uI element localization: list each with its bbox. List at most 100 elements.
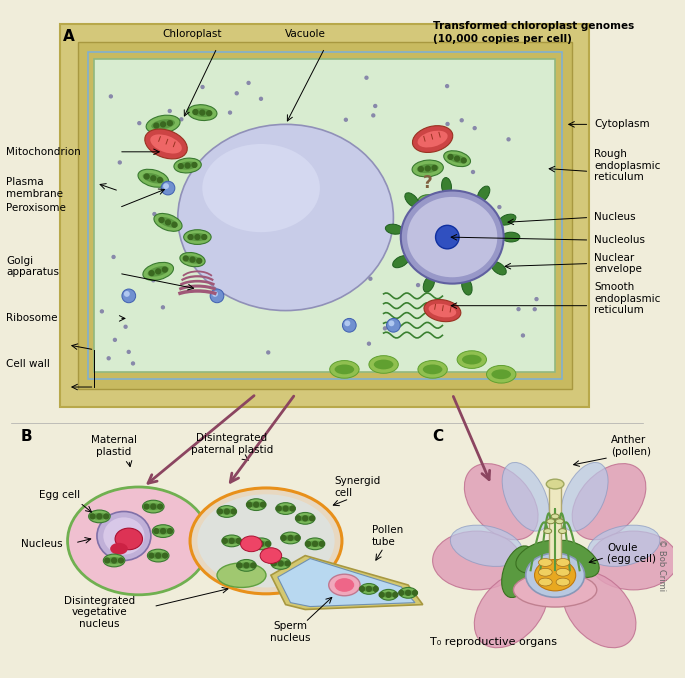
Ellipse shape	[589, 531, 677, 590]
Circle shape	[386, 593, 391, 597]
Ellipse shape	[547, 479, 564, 489]
Circle shape	[517, 308, 520, 311]
Ellipse shape	[444, 151, 471, 167]
Circle shape	[161, 122, 166, 127]
Circle shape	[446, 85, 449, 87]
Ellipse shape	[405, 193, 419, 207]
Ellipse shape	[68, 487, 210, 595]
Ellipse shape	[501, 546, 535, 597]
Ellipse shape	[423, 198, 443, 207]
Circle shape	[419, 167, 423, 172]
Circle shape	[119, 161, 121, 164]
Ellipse shape	[138, 170, 169, 187]
Ellipse shape	[220, 508, 234, 515]
Ellipse shape	[145, 129, 187, 159]
Circle shape	[149, 271, 154, 275]
Ellipse shape	[556, 578, 570, 586]
Circle shape	[283, 506, 288, 511]
Ellipse shape	[143, 262, 173, 281]
Ellipse shape	[538, 578, 552, 586]
Ellipse shape	[188, 104, 217, 121]
Circle shape	[437, 201, 442, 206]
Text: C: C	[433, 428, 444, 443]
Ellipse shape	[271, 557, 290, 570]
Circle shape	[253, 502, 259, 507]
Text: Sperm
nucleus: Sperm nucleus	[271, 621, 311, 643]
Ellipse shape	[251, 538, 271, 550]
Circle shape	[155, 269, 161, 274]
Circle shape	[428, 244, 431, 247]
Ellipse shape	[562, 572, 636, 647]
Ellipse shape	[217, 506, 236, 517]
Ellipse shape	[538, 568, 552, 576]
Ellipse shape	[88, 510, 110, 523]
Bar	[95, 59, 555, 372]
Ellipse shape	[399, 587, 417, 598]
Circle shape	[271, 561, 276, 566]
Circle shape	[266, 541, 271, 546]
Ellipse shape	[556, 559, 570, 566]
Text: Maternal
plastid: Maternal plastid	[91, 435, 137, 456]
Circle shape	[374, 104, 377, 107]
Circle shape	[303, 516, 308, 521]
Ellipse shape	[516, 540, 568, 574]
Circle shape	[430, 200, 435, 205]
Ellipse shape	[110, 543, 128, 555]
Ellipse shape	[222, 535, 242, 546]
Ellipse shape	[514, 573, 597, 607]
Ellipse shape	[197, 494, 334, 587]
Circle shape	[288, 536, 293, 540]
Circle shape	[296, 516, 301, 521]
Ellipse shape	[178, 124, 393, 311]
Circle shape	[105, 558, 110, 563]
Ellipse shape	[240, 536, 262, 552]
Ellipse shape	[477, 186, 490, 202]
Ellipse shape	[190, 488, 342, 594]
Circle shape	[345, 321, 350, 326]
Circle shape	[112, 256, 115, 258]
Ellipse shape	[499, 214, 516, 225]
Ellipse shape	[115, 528, 142, 550]
Circle shape	[110, 95, 112, 98]
Ellipse shape	[558, 529, 566, 534]
Ellipse shape	[254, 540, 268, 547]
Circle shape	[498, 205, 501, 209]
Circle shape	[149, 553, 154, 558]
Circle shape	[210, 289, 224, 303]
Circle shape	[197, 258, 201, 263]
Ellipse shape	[329, 574, 360, 596]
Circle shape	[259, 541, 264, 546]
Circle shape	[369, 277, 372, 280]
Circle shape	[192, 163, 197, 167]
Circle shape	[379, 593, 384, 597]
Ellipse shape	[97, 511, 151, 561]
Circle shape	[388, 321, 395, 326]
Circle shape	[445, 212, 449, 215]
Bar	[549, 487, 561, 561]
Circle shape	[372, 114, 375, 117]
Ellipse shape	[418, 361, 447, 378]
Circle shape	[161, 529, 166, 534]
Circle shape	[266, 351, 270, 354]
Circle shape	[423, 199, 428, 204]
Ellipse shape	[236, 559, 256, 572]
Circle shape	[312, 541, 317, 546]
Circle shape	[244, 563, 249, 568]
Ellipse shape	[556, 519, 564, 523]
Ellipse shape	[180, 252, 205, 266]
Circle shape	[473, 127, 476, 129]
Ellipse shape	[491, 370, 511, 379]
Ellipse shape	[152, 525, 174, 538]
Ellipse shape	[525, 553, 584, 597]
Circle shape	[154, 123, 159, 128]
Text: A: A	[63, 28, 75, 43]
Circle shape	[158, 504, 162, 509]
Ellipse shape	[299, 515, 312, 521]
Ellipse shape	[329, 361, 359, 378]
Ellipse shape	[374, 359, 393, 370]
Circle shape	[471, 171, 475, 174]
Circle shape	[152, 279, 155, 282]
Circle shape	[386, 319, 400, 332]
Ellipse shape	[556, 568, 570, 576]
Ellipse shape	[502, 462, 549, 531]
